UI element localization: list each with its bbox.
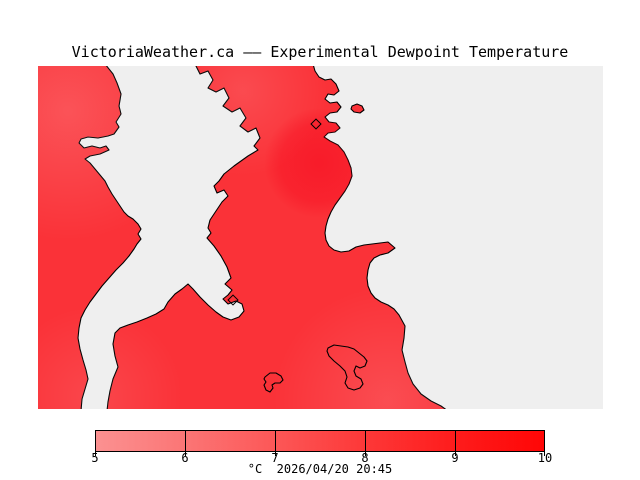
colorbar-stub (185, 452, 186, 456)
map-canvas (38, 66, 603, 409)
colorbar-stub (544, 452, 545, 456)
colorbar-gradient (95, 430, 545, 452)
station-marker-diamond-icon (310, 118, 322, 130)
page-title: VictoriaWeather.ca —— Experimental Dewpo… (71, 43, 569, 61)
colorbar-tick-label: 9 (451, 451, 459, 465)
colorbar-stub (95, 452, 96, 456)
colorbar-tick-8 (365, 431, 366, 451)
colorbar-tick-7 (275, 431, 276, 451)
colorbar-tick-label: 7 (271, 451, 279, 465)
station-marker-diamond-icon (227, 294, 239, 306)
colorbar-tick-label: 6 (181, 451, 189, 465)
colorbar-tick-labels: 5 6 7 8 9 10 (91, 451, 552, 465)
colorbar-tick-6 (185, 431, 186, 451)
colorbar-tick-9 (455, 431, 456, 451)
colorbar-tick-label: 10 (537, 451, 553, 465)
lake-outline-small (263, 372, 284, 393)
colorbar-stub (365, 452, 366, 456)
weather-map (38, 66, 603, 409)
colorbar-tick-label: 8 (361, 451, 369, 465)
colorbar-stub (455, 452, 456, 456)
colorbar-caption: °C 2026/04/20 20:45 (247, 462, 393, 476)
colorbar-stub (275, 452, 276, 456)
lake-outline-large (326, 344, 368, 391)
station-markers (227, 118, 322, 306)
colorbar-tick-label: 5 (91, 451, 99, 465)
lake-outlines (263, 344, 368, 393)
